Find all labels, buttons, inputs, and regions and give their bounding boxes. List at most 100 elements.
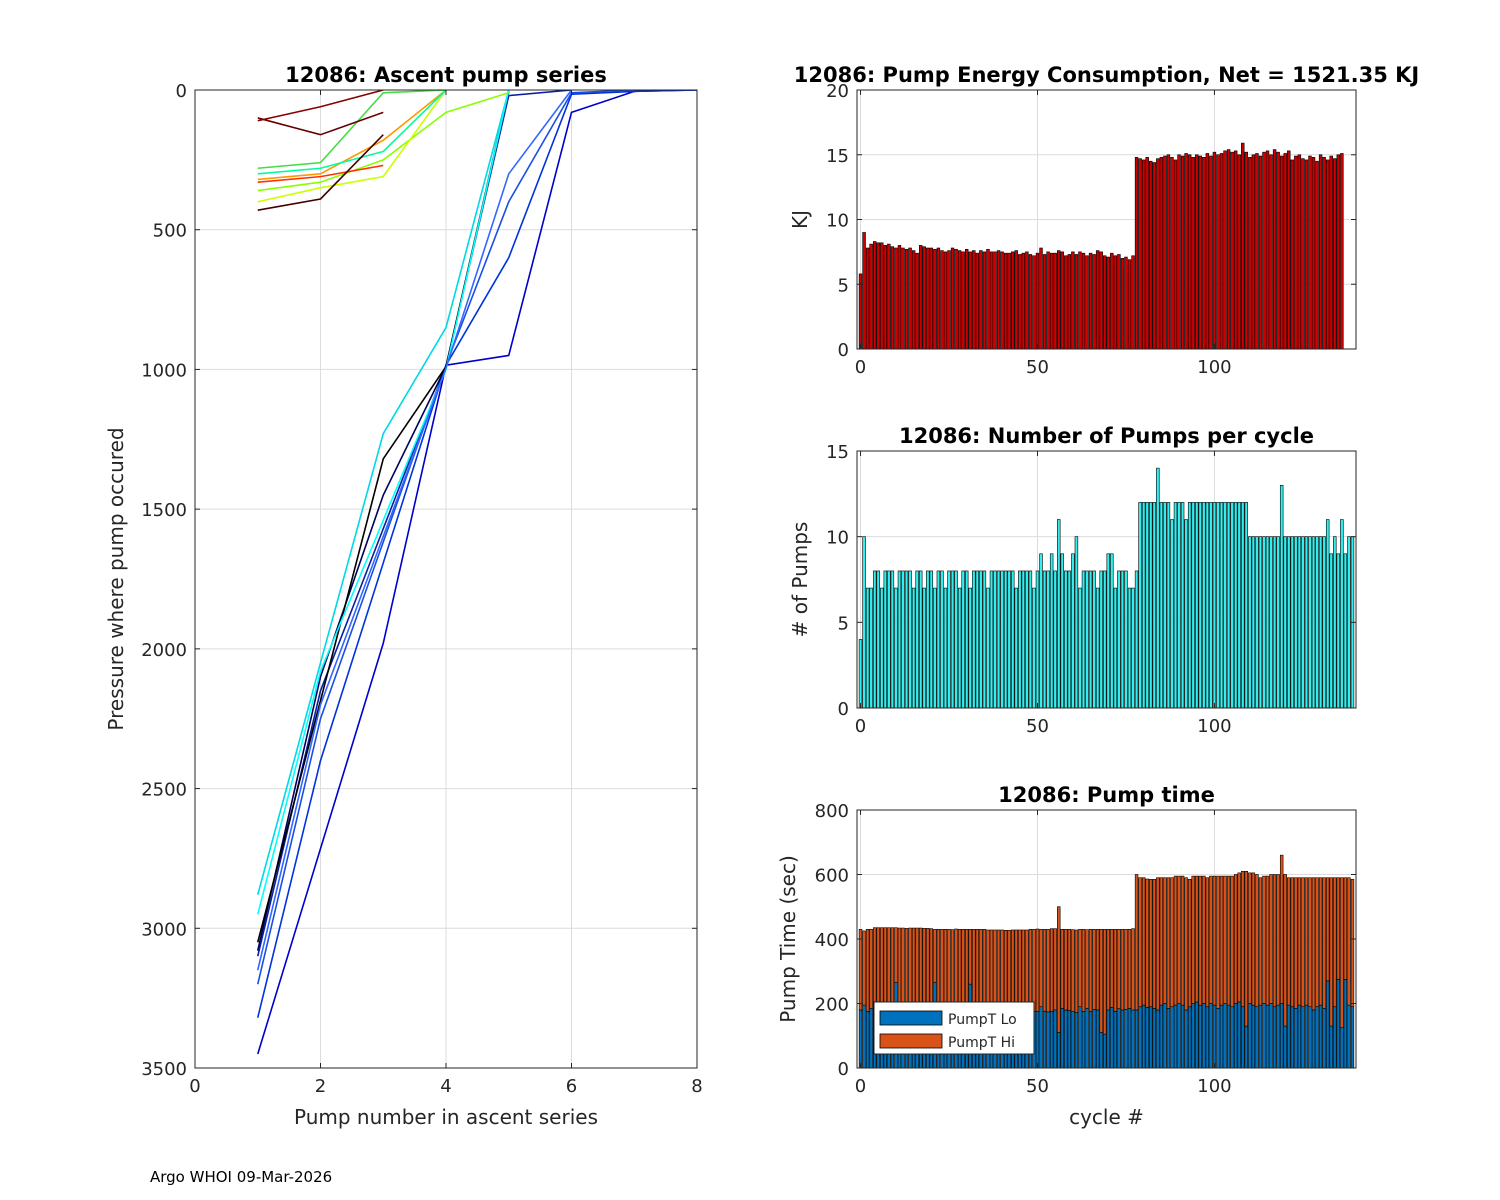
bar-pumps [1198,502,1202,708]
bar-energy [1329,155,1333,349]
bar-energy [1276,151,1280,349]
bar-pumpt-hi [1163,877,1167,1004]
bar-energy [1092,254,1096,349]
bar-pumps [1212,502,1217,708]
bar-energy [1032,255,1036,349]
energy-ytick-label: 0 [838,340,849,361]
pumps-xtick-label: 100 [1197,716,1231,737]
bar-pumps [904,570,909,708]
bar-pumpt-lo [1149,1006,1153,1068]
bar-pumpt-hi [1113,929,1118,1012]
ascent-xtick-label: 6 [566,1076,577,1097]
bar-energy [1202,157,1206,349]
bar-energy [869,243,873,349]
bar-pumpt-hi [1209,875,1213,1004]
bar-energy [982,251,987,349]
pumps-ytick-label: 10 [826,528,849,549]
bar-energy [918,245,923,349]
ascent-ytick-label: 1000 [141,360,187,381]
bar-pumpt-hi [1329,877,1333,1027]
bar-pumpt-lo [1103,1033,1107,1068]
bar-pumps [887,570,891,708]
ascent-ytick-label: 2000 [141,640,187,661]
bar-energy [1014,250,1018,349]
bar-energy [894,247,898,349]
bar-energy [1251,154,1256,349]
bar-pumpt-hi [1127,929,1132,1009]
bar-pumpt-hi [961,929,965,1011]
bar-energy [1209,155,1213,349]
bar-pumpt-hi [926,928,930,1012]
bar-pumpt-lo [1237,1001,1241,1068]
footer-text: Argo WHOI 09-Mar-2026 [150,1168,332,1186]
bar-energy [1081,252,1086,349]
bar-pumpt-hi [883,927,888,1009]
bar-pumpt-hi [908,927,912,1011]
bar-pumps [1287,536,1291,708]
pumps-chart: 0 50 100 0 5 10 15 12086: Number of Pumps per c… [788,424,1357,737]
bar-pumpt-hi [876,927,880,1012]
bar-pumpt-hi [1067,929,1072,1011]
bar-pumpt-lo [1276,1004,1280,1068]
bar-energy [1149,160,1153,349]
bar-pumpt-lo [1212,1004,1217,1068]
bar-pumpt-hi [1212,875,1217,1006]
bar-pumpt-lo [1223,1003,1227,1068]
bar-pumps [1272,536,1277,708]
bar-pumpt-hi [1060,929,1064,1009]
bar-pumpt-hi [1262,875,1266,1004]
bar-pumpt-lo [1301,1006,1305,1068]
bar-pumpt-lo [1244,1025,1249,1068]
bar-pumps [1283,536,1287,708]
pumps-ylabel: # of Pumps [788,522,812,638]
bar-energy [908,247,912,349]
bar-pumps [989,570,994,708]
bar-energy [1258,155,1263,349]
bar-pumps [1071,553,1075,708]
bar-energy [1028,254,1033,349]
bar-pumpt-hi [1325,877,1330,982]
ascent-title: 12086: Ascent pump series [285,63,607,87]
bar-pumpt-hi [1159,877,1164,1006]
bar-pumpt-hi [964,929,969,1013]
bar-energy [1085,255,1089,349]
bar-pumpt-lo [1099,1032,1103,1068]
bar-pumps [1078,587,1082,708]
bar-energy [1053,252,1057,349]
bar-pumpt-hi [972,929,976,1011]
bar-pumpt-lo [1071,1011,1075,1068]
bar-pumpt-lo [1134,1009,1139,1068]
bar-pumpt-hi [1187,879,1192,1008]
bar-pumpt-hi [1195,875,1199,1003]
bar-pumps [972,570,976,708]
bar-pumpt-hi [1021,929,1026,1012]
bar-energy [1230,151,1234,349]
bar-energy [979,250,983,349]
ascent-ytick-label: 500 [153,221,187,242]
energy-title: 12086: Pump Energy Consumption, Net = 15… [794,63,1419,87]
series-line-shallow-a [257,90,447,170]
energy-xtick-label: 100 [1197,357,1231,378]
bar-pumpt-hi [1177,875,1181,1004]
bar-pumps [1205,502,1210,708]
bar-pumpt-hi [1216,875,1220,1009]
bar-energy [1226,149,1231,349]
bar-pumps [1347,536,1351,708]
energy-ytick-label: 15 [826,146,849,167]
bar-pumpt-lo [1049,1010,1054,1068]
bar-pumps [929,570,934,708]
bar-pumpt-hi [1226,875,1231,1006]
bar-energy [1301,158,1305,349]
bar-pumpt-hi [880,927,884,1011]
bar-pumpt-lo [1145,1007,1149,1068]
bar-energy [1106,256,1110,349]
bar-energy [1117,254,1121,349]
bar-pumpt-lo [1163,1003,1167,1068]
bar-pumps [1074,536,1079,708]
bar-energy [1141,159,1146,349]
bar-energy [1287,150,1291,349]
bar-pumpt-hi [1304,877,1309,1006]
bar-pumpt-hi [1311,877,1316,1011]
bar-pumps [947,570,951,708]
